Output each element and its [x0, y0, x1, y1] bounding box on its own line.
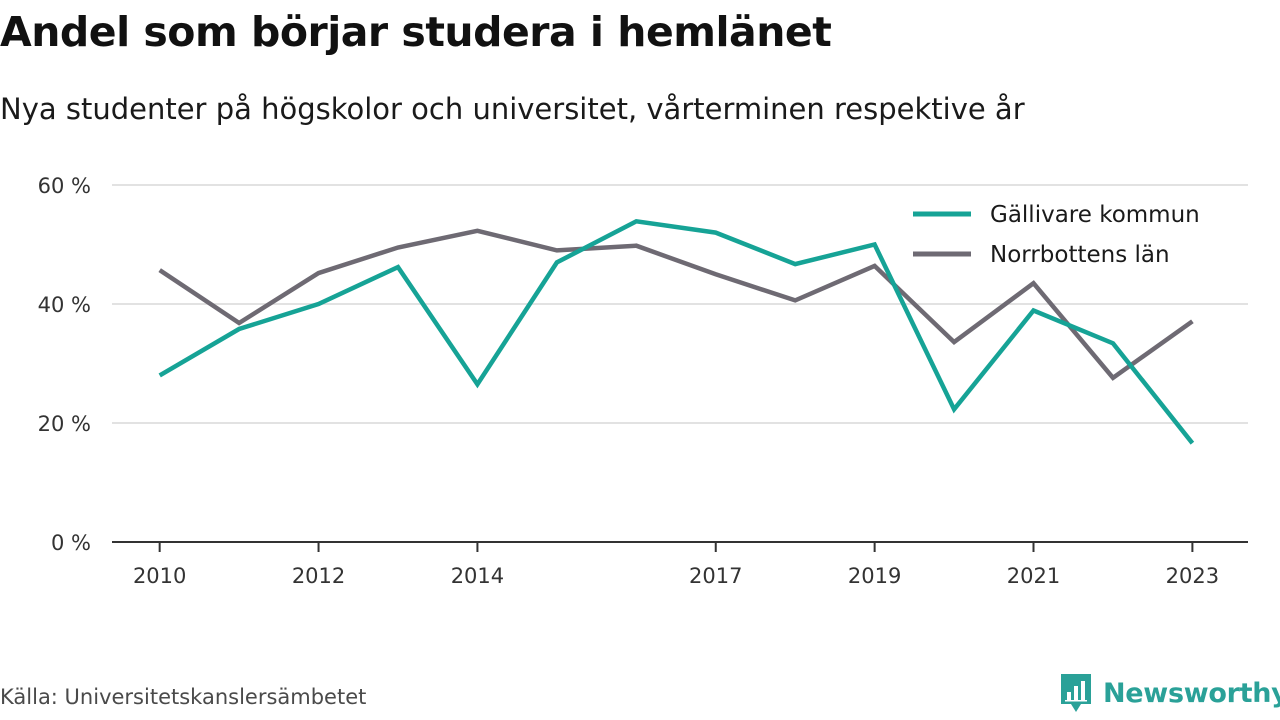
x-tick-label: 2019	[848, 564, 901, 588]
axes: 0 % 20 % 40 % 60 % 2010 2012 2014 2017 2019 2021 2…	[38, 174, 1248, 588]
brand-logo: Newsworthy	[1059, 672, 1280, 714]
y-tick-label: 60 %	[38, 174, 91, 198]
x-tick-label: 2017	[689, 564, 742, 588]
chart-subtitle: Nya studenter på högskolor och universit…	[0, 92, 1025, 126]
brand-name: Newsworthy	[1103, 677, 1280, 709]
legend: Gällivare kommun Norrbottens län	[913, 202, 1200, 268]
line-chart: 0 % 20 % 40 % 60 % 2010 2012 2014 2017 2019 2021 2…	[38, 174, 1248, 588]
series-line-norrbottens-län	[158, 228, 1194, 381]
y-tick-label: 40 %	[38, 293, 91, 317]
legend-label: Norrbottens län	[990, 242, 1170, 268]
x-tick-label: 2014	[451, 564, 504, 588]
x-tick-label: 2010	[133, 564, 186, 588]
legend-label: Gällivare kommun	[990, 202, 1200, 228]
x-tick-label: 2021	[1007, 564, 1060, 588]
x-tick-label: 2012	[292, 564, 345, 588]
series-line-gällivare-kommun	[158, 218, 1195, 445]
y-tick-label: 0 %	[51, 531, 91, 555]
chart-title: Andel som börjar studera i hemlänet	[0, 8, 832, 56]
y-tick-label: 20 %	[38, 412, 91, 436]
series-lines	[158, 218, 1195, 445]
gridlines	[112, 184, 1248, 424]
source-note: Källa: Universitetskanslersämbetet	[0, 685, 367, 709]
bar-chart-logo-icon	[1061, 674, 1091, 712]
x-tick-label: 2023	[1166, 564, 1219, 588]
